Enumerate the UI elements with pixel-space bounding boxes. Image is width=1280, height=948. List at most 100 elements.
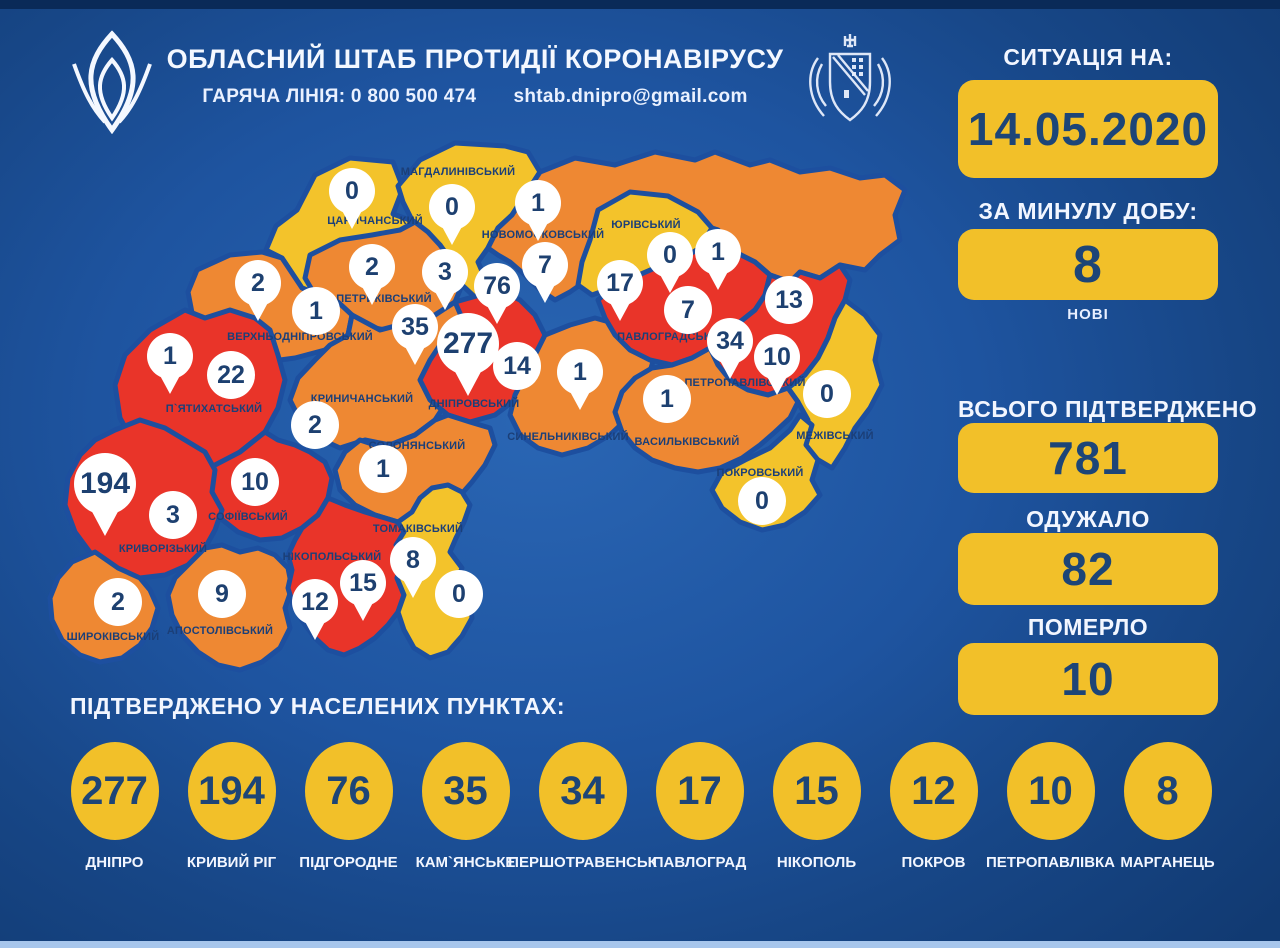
city-name: ПОКРОВ [901,854,966,871]
city-item: 277 ДНІПРО [56,742,173,871]
cities-section-title: ПІДТВЕРДЖЕНО У НАСЕЛЕНИХ ПУНКТАХ: [70,693,566,719]
city-name: КРИВИЙ РІГ [186,854,277,871]
situation-label: СИТУАЦІЯ НА: [1003,44,1173,70]
district-label-piatykhatskyi: П`ЯТИХАТСЬКИЙ [165,403,263,415]
case-pin: 1 [147,333,193,379]
case-pin: 10 [754,334,800,380]
district-label-tomakivskyi: ТОМАКІВСЬКИЙ [372,523,464,535]
case-badge: 2 [94,578,142,626]
city-count-badge: 8 [1123,742,1212,840]
city-name: ПЕТРОПАВЛІВКА [986,854,1116,871]
hotline-label: ГАРЯЧА ЛІНІЯ: [202,86,346,107]
bottom-border-strip [0,941,1280,948]
city-count-badge: 17 [655,742,744,840]
new-cases-value: 8 [958,229,1218,300]
case-badge: 1 [359,445,407,493]
city-item: 35 КАМ`ЯНСЬКЕ [407,742,524,871]
case-badge: 1 [292,287,340,335]
cities-row: 277 ДНІПРО 194 КРИВИЙ РІГ 76 ПІДГОРОДНЕ … [56,742,1226,871]
region-map [47,140,908,673]
city-name: ПЕРШОТРАВЕНСЬК [508,854,657,871]
city-count-badge: 10 [1006,742,1095,840]
case-pin: 2 [349,244,395,290]
district-label-vasylkivskyi: ВАСИЛЬКІВСЬКИЙ [634,436,740,448]
case-badge: 10 [231,458,279,506]
case-badge: 0 [435,570,483,618]
city-count-badge: 76 [304,742,393,840]
case-badge: 0 [738,477,786,525]
case-badge: 14 [493,342,541,390]
city-item: 17 ПАВЛОГРАД [641,742,758,871]
district-label-synelnykivskyi: СИНЕЛЬНИКІВСЬКИЙ [507,431,629,443]
city-item: 15 НІКОПОЛЬ [758,742,875,871]
situation-date: 14.05.2020 [958,80,1218,178]
header-email: shtab.dnipro@gmail.com [513,86,748,107]
case-pin: 7 [522,242,568,288]
case-pin: 34 [707,318,753,364]
district-label-kryvorizkyi: КРИВОРІЗЬКИЙ [118,543,208,555]
page-title: ОБЛАСНИЙ ШТАБ ПРОТИДІЇ КОРОНАВІРУСУ [166,44,784,74]
district-label-pavlohradskyi: ПАВЛОГРАДСЬКИЙ [617,331,727,343]
case-pin: 1 [515,180,561,226]
hotline-line: ГАРЯЧА ЛІНІЯ: 0 800 500 474 shtab.dnipro… [150,86,800,108]
city-item: 12 ПОКРОВ [875,742,992,871]
city-item: 34 ПЕРШОТРАВЕНСЬК [508,742,657,871]
last-day-label: ЗА МИНУЛУ ДОБУ: [978,198,1198,224]
city-name: ДНІПРО [85,854,144,871]
case-pin: 0 [429,184,475,230]
city-count-badge: 277 [70,742,159,840]
died-value: 10 [958,643,1218,715]
case-pin: 15 [340,560,386,606]
case-pin: 76 [474,263,520,309]
district-label-krynychanskyi: КРИНИЧАНСЬКИЙ [310,393,414,405]
district-label-dniprovskyi: ДНІПРОВСЬКИЙ [428,398,520,410]
case-pin: 8 [390,537,436,583]
district-label-apostolivskyi: АПОСТОЛІВСЬКИЙ [166,625,274,637]
case-pin: 0 [647,232,693,278]
died-label: ПОМЕРЛО [1027,614,1149,640]
case-badge: 9 [198,570,246,618]
city-name: КАМ`ЯНСЬКЕ [415,854,516,871]
case-badge: 7 [664,286,712,334]
case-pin: 12 [292,579,338,625]
coat-of-arms-icon [809,34,891,122]
case-pin: 35 [392,304,438,350]
city-name: НІКОПОЛЬ [776,854,857,871]
top-border-strip [0,0,1280,9]
case-pin: 194 [74,453,136,515]
city-item: 10 ПЕТРОПАВЛІВКА [986,742,1115,871]
case-badge: 2 [291,401,339,449]
district-label-shyrokivskyi: ШИРОКІВСЬКИЙ [66,631,160,643]
hotline-phone: 0 800 500 474 [350,86,477,107]
case-badge: 3 [149,491,197,539]
new-cases-caption: НОВІ [1067,306,1109,323]
recovered-value: 82 [958,533,1218,605]
city-count-badge: 35 [421,742,510,840]
case-pin: 3 [422,249,468,295]
district-label-yurivskyi: ЮРІВСЬКИЙ [611,219,681,231]
case-badge: 0 [803,370,851,418]
case-badge: 22 [207,351,255,399]
city-count-badge: 34 [538,742,627,840]
city-name: ПАВЛОГРАД [652,854,747,871]
district-label-mahdalynivskyi: МАГДАЛИНІВСЬКИЙ [400,166,516,178]
city-item: 194 КРИВИЙ РІГ [173,742,290,871]
case-badge: 1 [643,375,691,423]
oblast-logo-icon [72,30,152,134]
case-pin: 1 [695,229,741,275]
case-pin: 2 [235,260,281,306]
city-name: ПІДГОРОДНЕ [299,854,398,871]
recovered-label: ОДУЖАЛО [1026,506,1150,532]
case-pin: 1 [557,349,603,395]
case-pin: 277 [437,313,499,375]
city-count-badge: 194 [187,742,276,840]
city-item: 8 МАРГАНЕЦЬ [1109,742,1226,871]
district-label-sofiivskyi: СОФІЇВСЬКИЙ [208,511,288,523]
district-label-verkhnodniprovskyi: ВЕРХНЬОДНІПРОВСЬКИЙ [227,331,373,343]
district-label-mezhivskyi: МЕЖІВСЬКИЙ [796,430,874,442]
case-pin: 17 [597,260,643,306]
case-badge: 13 [765,276,813,324]
confirmed-label: ВСЬОГО ПІДТВЕРДЖЕНО [958,396,1258,422]
city-count-badge: 12 [889,742,978,840]
